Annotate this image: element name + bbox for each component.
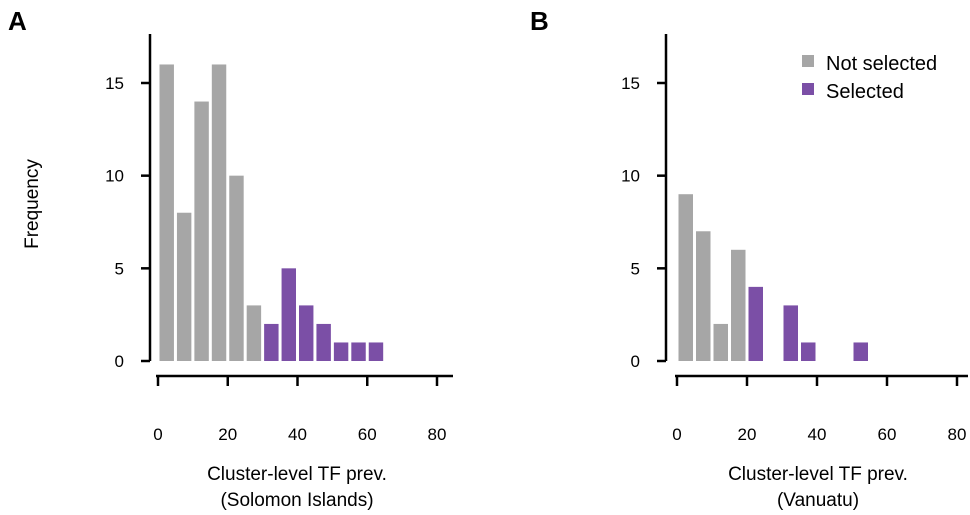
x-tick-label: 20 bbox=[738, 425, 757, 444]
y-tick-label: 10 bbox=[621, 167, 640, 186]
y-tick-label: 0 bbox=[115, 352, 124, 371]
y-tick-label: 0 bbox=[631, 352, 640, 371]
bar-selected bbox=[281, 268, 296, 361]
x-tick-label: 20 bbox=[218, 425, 237, 444]
bar-selected bbox=[299, 305, 314, 361]
x-tick-label: 0 bbox=[672, 425, 681, 444]
panel-b-bars bbox=[678, 194, 868, 361]
x-tick-label: 80 bbox=[948, 425, 967, 444]
legend: Not selected Selected bbox=[802, 53, 937, 103]
bar-not-selected bbox=[229, 175, 244, 361]
bar-selected bbox=[351, 342, 366, 361]
bar-selected bbox=[264, 323, 279, 361]
legend-label-selected: Selected bbox=[826, 81, 904, 103]
bar-selected bbox=[333, 342, 349, 361]
x-tick-label: 60 bbox=[878, 425, 897, 444]
y-tick-label: 5 bbox=[115, 259, 124, 278]
panel-b-x-title-line2: (Vanuatu) bbox=[777, 490, 859, 511]
y-tick-label: 15 bbox=[621, 74, 640, 93]
legend-swatch-not-selected bbox=[802, 55, 814, 67]
bar-not-selected bbox=[731, 249, 746, 361]
panel-b-letter: B bbox=[530, 6, 549, 36]
x-tick-label: 40 bbox=[288, 425, 307, 444]
panel-a-x-title-line2: (Solomon Islands) bbox=[220, 490, 373, 511]
bar-not-selected bbox=[246, 305, 262, 361]
y-tick-label: 5 bbox=[631, 259, 640, 278]
panel-a-letter: A bbox=[8, 6, 27, 36]
bar-selected bbox=[801, 342, 816, 361]
bar-not-selected bbox=[713, 323, 728, 361]
x-tick-label: 40 bbox=[808, 425, 827, 444]
bar-selected bbox=[316, 323, 331, 361]
bar-selected bbox=[748, 286, 763, 361]
legend-swatch-selected bbox=[802, 83, 814, 95]
bar-not-selected bbox=[176, 212, 192, 361]
x-tick-label: 60 bbox=[358, 425, 377, 444]
x-tick-label: 0 bbox=[153, 425, 162, 444]
bar-selected bbox=[368, 342, 384, 361]
panel-a-bars bbox=[159, 64, 384, 362]
y-axis-title: Frequency bbox=[22, 159, 43, 249]
legend-label-not-selected: Not selected bbox=[826, 53, 937, 75]
bar-not-selected bbox=[696, 231, 711, 361]
y-tick-label: 10 bbox=[105, 167, 124, 186]
panel-b-x-title-line1: Cluster-level TF prev. bbox=[728, 464, 908, 485]
panel-a-x-title-line1: Cluster-level TF prev. bbox=[207, 464, 387, 485]
y-tick-label: 15 bbox=[105, 74, 124, 93]
bar-not-selected bbox=[211, 64, 227, 361]
bar-not-selected bbox=[194, 101, 209, 362]
bar-not-selected bbox=[678, 194, 693, 361]
bar-selected bbox=[853, 342, 868, 361]
panel-a-axes: 0 5 10 15 0 20 40 60 80 bbox=[105, 34, 453, 444]
bar-selected bbox=[783, 305, 798, 361]
panel-b-axes: 0 5 10 15 0 20 40 60 80 bbox=[621, 34, 968, 444]
bar-not-selected bbox=[159, 64, 174, 361]
x-tick-label: 80 bbox=[428, 425, 447, 444]
panel-b: B 0 5 10 15 0 20 40 60 80 Cluster-level TF prev.… bbox=[530, 6, 968, 511]
panel-a: A Frequency 0 5 10 15 0 20 40 60 80 Cluster-leve… bbox=[8, 6, 453, 511]
